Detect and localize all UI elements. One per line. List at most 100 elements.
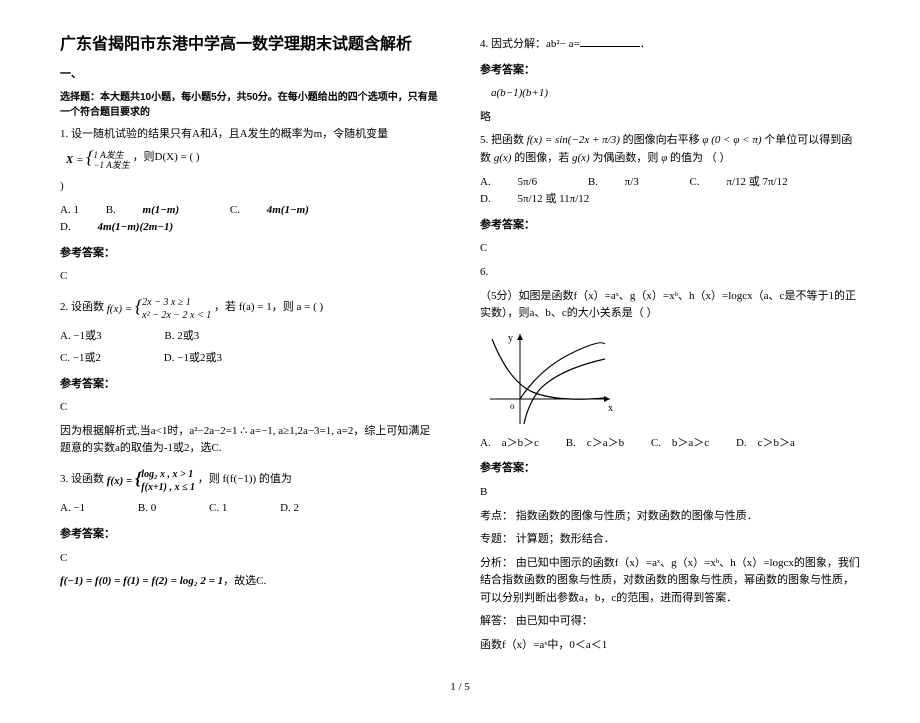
q5-oc-f: π/12 或 7π/12	[726, 174, 787, 192]
q1-opt-c-l: C.	[230, 202, 240, 220]
q5-b: 的图像向右平移	[623, 134, 700, 146]
q6-options: A. a＞b＞c B. c＞a＞b C. b＞a＞c D. c＞b＞a	[480, 435, 860, 453]
q5-answer: C	[480, 240, 860, 258]
q2-fx-top: 2x − 3 x ≥ 1	[142, 297, 191, 308]
q6-zt: 专题： 计算题；数形结合．	[480, 531, 860, 549]
q4-answer: a(b−1)(b+1)	[480, 85, 860, 103]
q3-answer-label: 参考答案：	[60, 526, 440, 544]
q5-e: 为偶函数，则	[592, 152, 658, 164]
q3-stem: 3. 设函数 f(x) = { log₂ x , x > 1 f(x+1) , …	[60, 464, 440, 494]
q5-od-l: D.	[480, 191, 491, 209]
q5-f: 的值为 （ ）	[670, 152, 731, 164]
q1-xdef-bot: −1 A发生	[93, 160, 129, 170]
q5-options: A. 5π/6 B. π/3 C. π/12 或 7π/12 D. 5π/12 …	[480, 174, 860, 209]
q5-stem: 5. 把函数 f(x) = sin(−2x + π/3) 的图像向右平移 φ (…	[480, 132, 860, 167]
q2-options-row1: A. −1或3 B. 2或3	[60, 328, 440, 346]
q3-work-f: f(−1) = f(0) = f(1) = f(2) = log₂ 2 = 1	[60, 575, 223, 587]
page-footer: 1 / 5	[60, 681, 860, 693]
q5-od-f: 5π/12 或 11π/12	[517, 191, 589, 209]
q1-opt-c-f: 4m(1−m)	[267, 202, 309, 220]
q2-opt-b: B. 2或3	[164, 328, 199, 346]
q6-jd-a: 由已知中可得：	[516, 615, 593, 627]
q3-answer: C	[60, 550, 440, 568]
q6-kp-t: 指数函数的图像与性质；对数函数的图像与性质．	[516, 510, 758, 522]
q5-ob-f: π/3	[625, 174, 639, 192]
q6-zt-t: 计算题；数形结合．	[516, 533, 615, 545]
q1-opt-d-f: 4m(1−m)(2m−1)	[97, 219, 173, 237]
q6-opt-d: D. c＞b＞a	[736, 435, 795, 453]
q6-kp: 考点： 指数函数的图像与性质；对数函数的图像与性质．	[480, 508, 860, 526]
q5-phi2: φ	[661, 152, 667, 164]
q1-opt-b-f: m(1−m)	[143, 202, 180, 220]
q2-options-row2: C. −1或2 D. −1或2或3	[60, 350, 440, 368]
q4-blank	[580, 36, 640, 47]
q2-answer-label: 参考答案：	[60, 376, 440, 394]
q3-work-t: ，故选C.	[223, 575, 266, 587]
q6-answer: B	[480, 484, 860, 502]
q6-fx-l: 分析：	[480, 557, 513, 569]
q5-oc-l: C.	[690, 174, 700, 192]
q3-fx-bot: f(x+1) , x ≤ 1	[141, 482, 195, 493]
q6-fx-t: 由已知中图示的函数f（x）=aˣ、g（x）=xᵇ、h（x）=logcx的图象，我…	[480, 557, 860, 604]
q1-opt-d-l: D.	[60, 219, 71, 237]
q5-d: 的图像，若	[514, 152, 569, 164]
q2-opt-c: C. −1或2	[60, 350, 101, 368]
q3-opt-b: B. 0	[138, 500, 156, 518]
q3-stem-b: ，则 f(f(−1)) 的值为	[198, 473, 292, 485]
q6-fx: 分析： 由已知中图示的函数f（x）=aˣ、g（x）=xᵇ、h（x）=logcx的…	[480, 555, 860, 608]
q6-answer-label: 参考答案：	[480, 460, 860, 478]
q6-jd: 解答： 由已知中可得：	[480, 613, 860, 631]
q5-phi: φ (0 < φ < π)	[702, 134, 761, 146]
q2-fx-bot: x² − 2x − 2 x < 1	[142, 310, 211, 321]
q6-jd-b: 函数f（x）=aˣ中，0＜a＜1	[480, 637, 860, 655]
q5-answer-label: 参考答案：	[480, 217, 860, 235]
q6-zt-l: 专题：	[480, 533, 513, 545]
page-title: 广东省揭阳市东港中学高一数学理期末试题含解析	[60, 30, 440, 54]
q1-xdef-top: 1 A发生	[93, 150, 123, 160]
q6-opt-c: C. b＞a＞c	[651, 435, 709, 453]
q3-fx-top: log₂ x , x > 1	[141, 469, 193, 480]
q1-options: A. 1 B. m(1−m) C. 4m(1−m) D. 4m(1−m)(2m−…	[60, 202, 440, 237]
q5-oa-f: 5π/6	[517, 174, 537, 192]
q4-stem-text: 4. 因式分解：ab²− a=	[480, 38, 580, 50]
q4-answer-label: 参考答案：	[480, 62, 860, 80]
q1-opt-a: A. 1	[60, 202, 79, 220]
q6-opt-a: A. a＞b＞c	[480, 435, 539, 453]
svg-text:o: o	[510, 401, 515, 411]
q5-gx2: g(x)	[572, 152, 590, 164]
q1-stem-a: 1. 设一随机试验的结果只有A和	[60, 128, 211, 140]
q2-stem: 2. 设函数 f(x) = { 2x − 3 x ≥ 1 x² − 2x − 2…	[60, 292, 440, 322]
q2-stem-b: ，若 f(a) = 1，则 a = ( )	[214, 301, 323, 313]
q3-work: f(−1) = f(0) = f(1) = f(2) = log₂ 2 = 1，…	[60, 573, 440, 591]
q3-options: A. −1 B. 0 C. 1 D. 2	[60, 500, 440, 518]
q3-opt-d: D. 2	[280, 500, 299, 518]
q3-opt-a: A. −1	[60, 500, 85, 518]
q5-oa-l: A.	[480, 174, 491, 192]
q4-note: 略	[480, 109, 860, 127]
q1-stem: 1. 设一随机试验的结果只有A和Ā，且A发生的概率为m，令随机变量 X = { …	[60, 126, 440, 172]
q6-jd-l: 解答：	[480, 615, 513, 627]
svg-text:x: x	[608, 403, 613, 414]
q5-ob-l: B.	[588, 174, 598, 192]
q1-stem-b: ，且A发生的概率为m，令随机变量	[218, 128, 389, 140]
q3-opt-c: C. 1	[209, 500, 227, 518]
q1-answer-label: 参考答案：	[60, 245, 440, 263]
q5-a: 5. 把函数	[480, 134, 524, 146]
q2-answer: C	[60, 399, 440, 417]
q6-num: 6.	[480, 264, 860, 282]
q2-opt-a: A. −1或3	[60, 328, 102, 346]
q2-explain: 因为根据解析式,当a<1时，a²−2a−2=1 ∴ a=−1, a≥1,2a−3…	[60, 423, 440, 458]
q5-fx: f(x) = sin(−2x + π/3)	[527, 134, 620, 146]
q3-stem-a: 3. 设函数	[60, 473, 104, 485]
q1-stem-c: ，则D(X) = ( )	[133, 151, 200, 163]
section-one-sub: 选择题：本大题共10小题，每小题5分，共50分。在每小题给出的四个选项中，只有是…	[60, 90, 440, 120]
svg-text:y: y	[508, 333, 513, 344]
q2-opt-d: D. −1或2或3	[164, 350, 222, 368]
section-one-header: 一、	[60, 66, 440, 84]
q1-answer: C	[60, 268, 440, 286]
q6-stem: （5分）如图是函数f（x）=aˣ、g（x）=xᵇ、h（x）=logcx（a、c是…	[480, 288, 860, 323]
q2-stem-a: 2. 设函数	[60, 301, 104, 313]
q5-gx: g(x)	[494, 152, 512, 164]
q6-kp-l: 考点：	[480, 510, 513, 522]
q6-graph: x y o	[480, 329, 620, 429]
